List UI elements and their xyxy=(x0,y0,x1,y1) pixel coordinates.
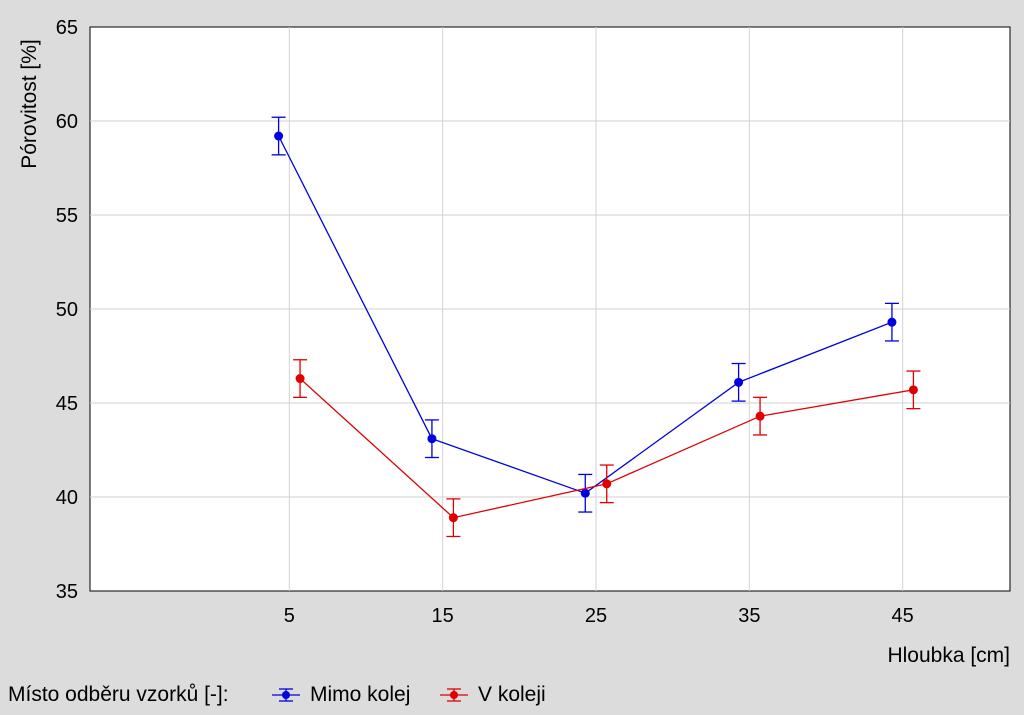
x-tick-label: 5 xyxy=(284,605,295,627)
legend-marker xyxy=(282,691,290,699)
grid xyxy=(90,27,1010,591)
data-point xyxy=(755,411,765,421)
legend-entry-1: V koleji xyxy=(440,683,546,706)
x-tick-label: 45 xyxy=(892,605,914,627)
data-point xyxy=(427,434,437,444)
data-point xyxy=(908,385,918,395)
legend-label: V koleji xyxy=(478,683,546,706)
data-point xyxy=(274,131,284,141)
y-tick-label: 50 xyxy=(56,299,78,321)
legend: Místo odběru vzorků [-]: Mimo kolej V kol… xyxy=(8,683,546,706)
data-point xyxy=(295,374,305,384)
data-point xyxy=(448,513,458,523)
ticks: 35 40 45 50 55 60 65 5 15 25 35 45 xyxy=(56,17,914,627)
data-point xyxy=(602,479,612,489)
y-axis-label: Pórovitost [%] xyxy=(18,39,41,169)
y-tick-label: 40 xyxy=(56,487,78,509)
legend-title: Místo odběru vzorků [-]: xyxy=(8,683,229,706)
y-tick-label: 65 xyxy=(56,17,78,39)
y-tick-label: 35 xyxy=(56,581,78,603)
legend-entry-0: Mimo kolej xyxy=(272,683,410,706)
y-tick-label: 45 xyxy=(56,393,78,415)
series-layer xyxy=(271,116,921,538)
data-point xyxy=(734,377,744,387)
y-tick-label: 60 xyxy=(56,111,78,133)
x-axis-label: Hloubka [cm] xyxy=(887,644,1010,667)
series-0 xyxy=(271,116,899,513)
x-tick-label: 25 xyxy=(585,605,607,627)
x-tick-label: 15 xyxy=(432,605,454,627)
legend-marker xyxy=(450,691,458,699)
data-point xyxy=(887,317,897,327)
data-point xyxy=(580,488,590,498)
x-tick-label: 35 xyxy=(738,605,760,627)
series-1 xyxy=(293,359,921,538)
y-tick-label: 55 xyxy=(56,205,78,227)
legend-label: Mimo kolej xyxy=(310,683,410,706)
